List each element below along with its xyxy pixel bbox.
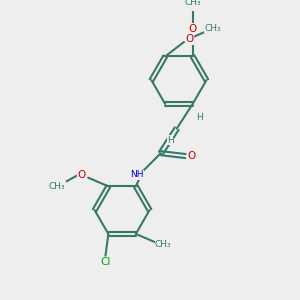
Text: Cl: Cl [100,257,111,267]
Text: CH₃: CH₃ [205,24,221,33]
Text: CH₃: CH₃ [184,0,201,8]
Text: O: O [78,170,86,180]
Text: CH₃: CH₃ [155,240,172,249]
Text: CH₃: CH₃ [49,182,65,191]
Text: O: O [188,24,197,34]
Text: NH: NH [130,170,143,179]
Text: H: H [167,136,174,145]
Text: H: H [196,112,202,122]
Text: O: O [188,151,196,161]
Text: O: O [186,34,194,44]
